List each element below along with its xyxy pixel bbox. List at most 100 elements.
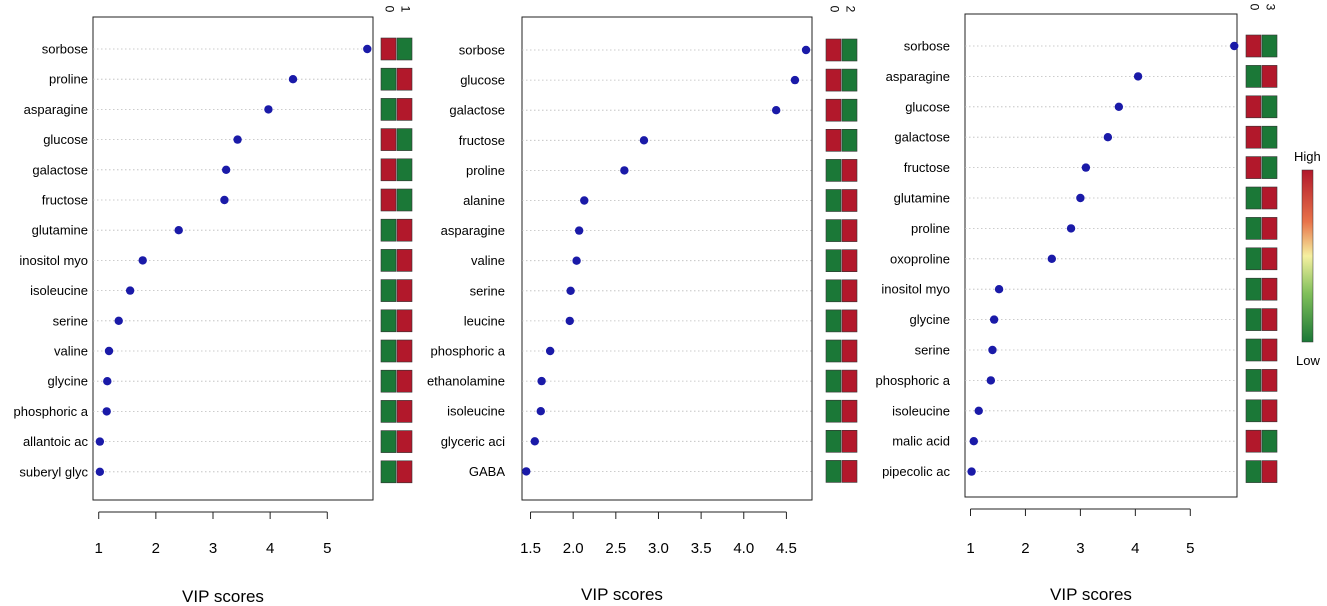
feature-label: serine (53, 313, 88, 328)
vip-point (994, 285, 1004, 294)
x-tick-label: 2 (1021, 540, 1029, 557)
x-axis-label: VIP scores (1050, 585, 1132, 604)
vip-point (537, 376, 546, 386)
heatmap-cell (396, 158, 413, 182)
group-label: 0 (382, 6, 396, 13)
vip-point (125, 286, 135, 295)
feature-label: leucine (464, 313, 505, 328)
x-tick-label: 3 (209, 540, 217, 557)
feature-label: sorbose (904, 39, 950, 54)
heatmap-cell (841, 98, 858, 122)
heatmap-cell (1245, 308, 1262, 331)
feature-label: pipecolic ac (882, 464, 950, 479)
heatmap-cell (1261, 217, 1278, 240)
x-tick-label: 1 (966, 540, 974, 557)
feature-label: ethanolamine (427, 374, 505, 389)
heatmap-cell (1261, 34, 1278, 58)
heatmap-cell (841, 460, 858, 483)
group-label: 3 (1263, 4, 1277, 11)
heatmap-cell (380, 218, 397, 242)
heatmap-cell (841, 68, 858, 92)
feature-label: isoleucine (892, 403, 950, 418)
heatmap-cell (841, 279, 858, 303)
color-legend-bar (1301, 169, 1314, 343)
heatmap-cell (380, 249, 397, 272)
x-tick-label: 1.5 (520, 540, 541, 557)
vip-point (114, 316, 123, 325)
feature-label: proline (911, 221, 950, 236)
vip-point (1114, 102, 1124, 112)
heatmap-cell (825, 159, 842, 182)
heatmap-cell (1261, 338, 1278, 362)
heatmap-cell (396, 188, 413, 212)
feature-label: glucose (43, 132, 88, 147)
vip-point (103, 377, 112, 386)
heatmap-cell (380, 460, 397, 484)
vip-point (95, 437, 105, 446)
heatmap-cell (396, 400, 413, 423)
heatmap-cell (396, 67, 413, 91)
vip-point (620, 166, 629, 175)
vip-point (102, 407, 111, 416)
vip-point (580, 196, 589, 205)
heatmap-cell (825, 399, 842, 423)
feature-label: inositol myo (19, 253, 88, 268)
heatmap-cell (825, 369, 842, 393)
feature-label: GABA (469, 464, 505, 479)
heatmap-cell (380, 67, 397, 91)
vip-point (801, 45, 811, 55)
legend-high-label: High (1294, 149, 1321, 164)
vip-point (530, 437, 539, 446)
heatmap-cell (841, 189, 858, 212)
vip-point (363, 44, 372, 54)
x-tick-label: 5 (1186, 540, 1194, 557)
heatmap-cell (396, 460, 413, 484)
vip-point (264, 105, 273, 114)
x-tick-label: 4.0 (733, 540, 754, 557)
heatmap-cell (396, 279, 413, 302)
heatmap-cell (1261, 95, 1278, 119)
feature-label: phosphoric a (14, 404, 89, 419)
vip-point (639, 136, 649, 145)
heatmap-cell (1245, 338, 1262, 362)
heatmap-cell (1261, 277, 1278, 301)
vip-point (565, 316, 574, 326)
heatmap-cell (825, 279, 842, 303)
heatmap-cell (1245, 125, 1262, 149)
heatmap-cell (841, 219, 858, 242)
vip-point (771, 106, 781, 115)
x-tick-label: 4 (1131, 540, 1139, 557)
x-tick-label: 2.5 (605, 540, 626, 557)
heatmap-cell (396, 128, 413, 151)
feature-label: fructose (42, 193, 88, 208)
feature-label: proline (49, 72, 88, 87)
feature-label: sorbose (42, 42, 88, 57)
feature-label: fructose (904, 160, 950, 175)
heatmap-cell (380, 98, 397, 121)
feature-label: proline (466, 163, 505, 178)
feature-label: phosphoric a (876, 373, 951, 388)
group-label: 0 (827, 6, 841, 13)
vip-point (790, 75, 800, 85)
heatmap-cell (396, 369, 413, 393)
vip-point (1103, 133, 1113, 142)
feature-label: galactose (894, 130, 950, 145)
heatmap-cell (825, 460, 842, 483)
heatmap-cell (380, 400, 397, 423)
heatmap-cell (380, 158, 397, 182)
vip-point (1076, 193, 1085, 203)
vip-point (1230, 41, 1239, 51)
x-axis-label: VIP scores (182, 587, 264, 606)
x-tick-label: 3.0 (648, 540, 669, 557)
vip-point (572, 256, 581, 265)
vip-point (174, 226, 183, 235)
heatmap-cell (825, 189, 842, 212)
vip-point (988, 345, 997, 355)
heatmap-cell (1245, 217, 1262, 240)
chart-panel-3 (964, 13, 1278, 516)
feature-label: serine (470, 283, 505, 298)
plot-frame (521, 16, 813, 501)
heatmap-cell (841, 339, 858, 363)
heatmap-cell (1245, 186, 1262, 210)
